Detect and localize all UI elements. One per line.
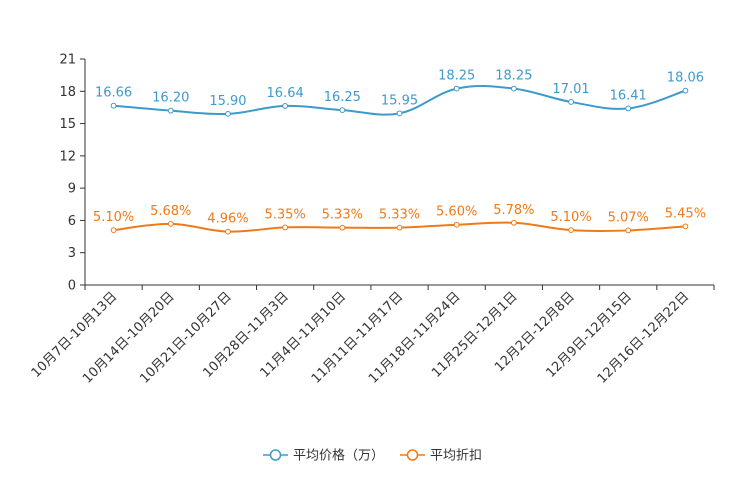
data-label: 4.96% [207, 212, 248, 227]
legend-circle-marker [269, 449, 282, 461]
data-label: 5.60% [436, 205, 477, 220]
data-point[interactable] [110, 102, 117, 109]
data-label: 5.07% [608, 210, 649, 225]
data-point[interactable] [682, 223, 689, 230]
data-point[interactable] [453, 221, 460, 228]
data-point[interactable] [682, 87, 689, 94]
data-label: 5.45% [665, 206, 706, 221]
data-point[interactable] [396, 224, 403, 231]
data-label: 16.20 [152, 91, 189, 106]
data-label: 16.41 [610, 88, 647, 103]
data-point[interactable] [568, 227, 574, 234]
data-point[interactable] [339, 224, 346, 231]
data-label: 5.35% [264, 207, 305, 222]
data-label: 5.10% [550, 210, 591, 225]
data-label: 16.25 [324, 90, 361, 105]
data-label: 18.25 [438, 69, 475, 84]
data-point[interactable] [625, 105, 632, 112]
legend-item-0[interactable]: 平均价格（万） [263, 448, 384, 464]
y-tick-label: 3 [68, 246, 76, 261]
data-point[interactable] [225, 110, 231, 117]
data-point[interactable] [396, 110, 403, 117]
data-labels: 16.66 16.20 15.90 16.64 16.25 15.95 18.25 18.25… [93, 69, 706, 227]
data-label: 18.06 [667, 71, 704, 86]
data-point[interactable] [167, 220, 174, 227]
data-label: 15.95 [381, 93, 418, 108]
x-axis-ticks: 10月7日-10月13日10月14日-10月20日10月21日-10月27日10… [29, 285, 715, 387]
data-point[interactable] [510, 85, 517, 92]
y-axis-ticks: 0 3 6 9 12 15 18 21 [59, 53, 85, 294]
legend-label: 平均折扣 [430, 449, 482, 464]
data-point[interactable] [167, 107, 174, 114]
legend-circle-marker [406, 449, 419, 461]
data-label: 5.10% [93, 210, 134, 225]
data-label: 18.25 [495, 69, 532, 84]
data-point[interactable] [110, 227, 117, 234]
data-label: 5.33% [322, 208, 363, 223]
y-tick-label: 0 [68, 279, 76, 294]
data-label: 5.68% [150, 204, 191, 219]
data-point[interactable] [453, 85, 460, 92]
data-point[interactable] [282, 224, 289, 231]
y-tick-label: 12 [59, 149, 76, 164]
data-label: 5.33% [379, 208, 420, 223]
data-label: 17.01 [552, 82, 589, 97]
legend: 平均价格（万） 平均折扣 [263, 448, 482, 464]
data-label: 16.64 [267, 86, 304, 101]
data-label: 16.66 [95, 86, 132, 101]
y-tick-label: 15 [59, 117, 76, 132]
data-label: 15.90 [209, 94, 246, 109]
series-layer [110, 85, 689, 235]
data-point[interactable] [625, 227, 632, 234]
data-point[interactable] [282, 103, 289, 109]
y-tick-label: 9 [68, 182, 76, 197]
y-tick-label: 21 [59, 53, 76, 68]
legend-label: 平均价格（万） [293, 448, 384, 464]
axes [84, 59, 714, 286]
data-point[interactable] [568, 99, 574, 105]
data-point[interactable] [225, 228, 231, 235]
y-tick-label: 6 [68, 214, 76, 229]
legend-item-1[interactable]: 平均折扣 [400, 449, 482, 464]
y-tick-label: 18 [59, 85, 76, 100]
data-label: 5.78% [493, 203, 534, 218]
data-point[interactable] [339, 107, 346, 114]
data-point[interactable] [510, 219, 517, 226]
